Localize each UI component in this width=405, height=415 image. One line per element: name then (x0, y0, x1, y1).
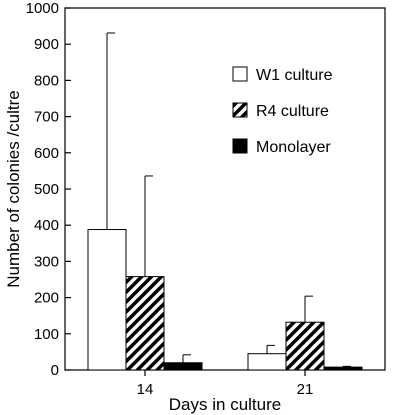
bars (87, 229, 363, 371)
bar (125, 276, 165, 371)
bar (87, 229, 127, 371)
legend-label: W1 culture (256, 67, 333, 84)
legend-item: Monolayer (232, 138, 331, 156)
legend-item: W1 culture (232, 66, 333, 84)
bar (323, 366, 363, 371)
y-tick-label: 500 (34, 181, 59, 198)
legend: W1 culture R4 culture Monolayer (232, 66, 333, 156)
bar (247, 353, 287, 371)
y-tick-label: 600 (34, 145, 59, 162)
y-tick-label: 1000 (26, 0, 59, 17)
y-axis-title: Number of colonies /cultre (4, 90, 23, 287)
y-axis: 0 100 200 300 400 500 600 700 800 900 1000 (26, 0, 71, 379)
y-tick-label: 900 (34, 36, 59, 53)
legend-label: R4 culture (256, 103, 329, 120)
legend-swatch (232, 138, 248, 154)
legend-item: R4 culture (232, 102, 329, 120)
y-tick-label: 0 (51, 362, 59, 379)
y-tick-label: 100 (34, 326, 59, 343)
y-tick-label: 200 (34, 290, 59, 307)
y-tick-label: 800 (34, 72, 59, 89)
y-tick-label: 300 (34, 253, 59, 270)
bar (163, 362, 203, 371)
x-tick-label: 14 (137, 381, 154, 398)
y-tick-label: 700 (34, 109, 59, 126)
y-tick-label: 400 (34, 217, 59, 234)
bar (285, 321, 325, 371)
legend-label: Monolayer (256, 139, 331, 156)
legend-swatch (232, 102, 248, 118)
x-axis: 14 21 (137, 370, 314, 398)
x-axis-title: Days in culture (169, 395, 281, 414)
x-tick-label: 21 (297, 381, 314, 398)
error-bars (106, 32, 351, 368)
legend-swatch (232, 66, 248, 82)
